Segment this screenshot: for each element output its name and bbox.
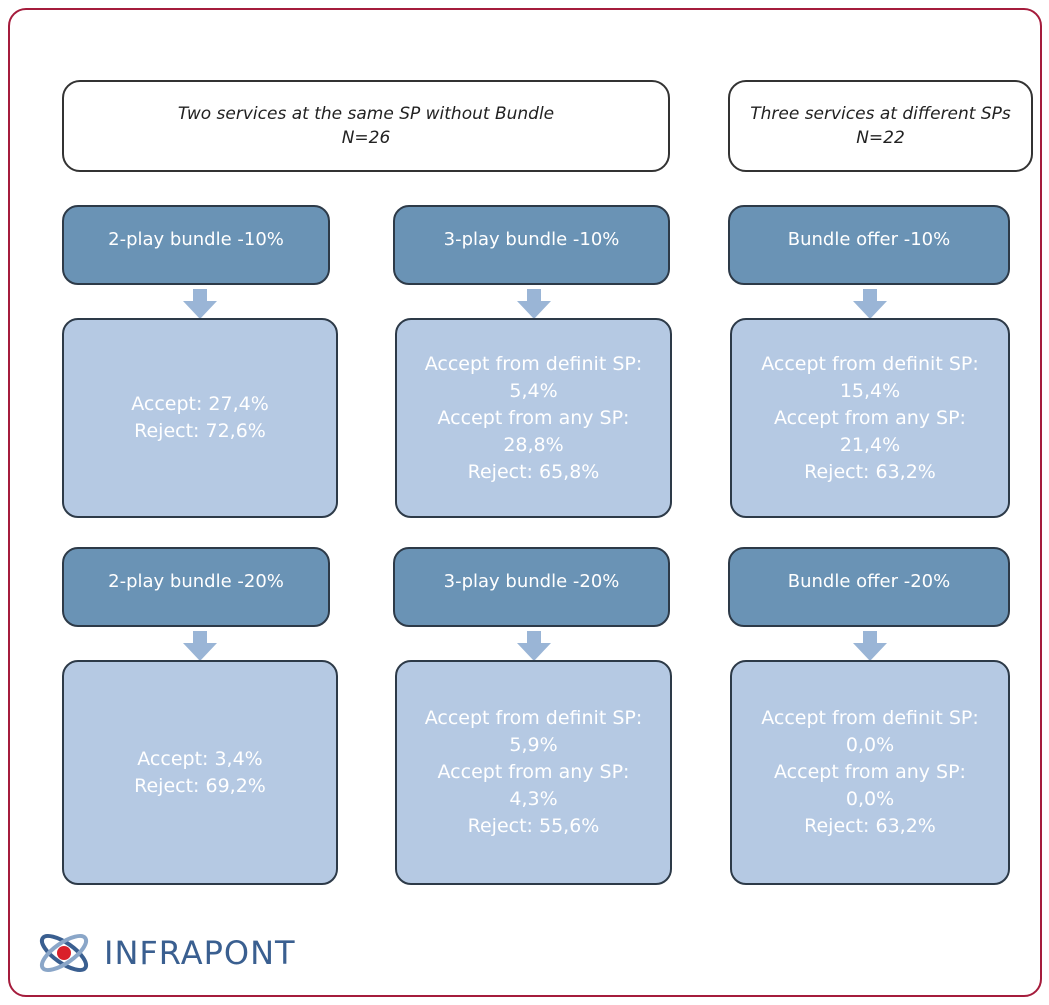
result-line: Accept from definit SP: [761,352,979,375]
offer-label: 2-play bundle -10% [108,228,284,250]
logo-icon [39,933,89,973]
arrow [516,289,551,319]
result-line: Accept from definit SP: [761,707,979,729]
header-title: Three services at different SPs [750,104,1011,124]
result-line: Reject: 69,2% [134,774,266,797]
result-line: Reject: 72,6% [134,420,266,442]
result-line: Reject: 65,8% [467,460,600,483]
frame [8,8,1042,997]
result-line: Accept: 27,4% [131,393,269,415]
result-box: Accept: 3,4% Reject: 69,2% [62,660,338,885]
result-line: Accept: 3,4% [137,747,263,770]
result-line: Accept from any SP: [437,406,630,429]
offer-label: Bundle offer -10% [787,228,951,250]
arrow [853,631,887,661]
result-line: Accept from any SP: [774,761,966,783]
result-box: Accept from definit SP: 5,4% Accept from a… [395,318,672,518]
result-line: 15,4% [839,379,901,402]
result-line: 0,0% [845,788,895,810]
arrow [183,631,217,661]
result-box: Accept from definit SP: 5,9% Accept from a… [395,660,672,885]
result-line: 5,9% [509,734,558,756]
result-line: 0,0% [845,734,895,756]
result-box: Accept from definit SP: 15,4% Accept from … [730,318,1010,518]
arrow [516,631,551,661]
header-title: Two services at the same SP without Bund… [177,104,555,124]
offer-box: 2-play bundle -20% [62,547,330,627]
result-line: 5,4% [509,379,558,402]
offer-label: Bundle offer -20% [787,570,951,592]
header-box: Three services at different SPs N=22 [728,80,1033,172]
result-line: Accept from definit SP: [424,352,643,375]
offer-box: 3-play bundle -10% [393,205,670,285]
result-line: Accept from any SP: [437,761,630,783]
result-box: Accept from definit SP: 0,0% Accept from a… [730,660,1010,885]
header-box: Two services at the same SP without Bund… [62,80,670,172]
offer-box: 2-play bundle -10% [62,205,330,285]
header-n: N=26 [341,128,391,148]
header-n: N=22 [856,128,905,148]
result-line: 4,3% [509,788,558,810]
offer-label: 3-play bundle -10% [443,228,620,250]
offer-box: Bundle offer -10% [728,205,1010,285]
result-line: 21,4% [839,433,901,456]
offer-label: 2-play bundle -20% [108,570,284,592]
result-line: Reject: 63,2% [804,460,936,483]
offer-box: Bundle offer -20% [728,547,1010,627]
arrow [183,289,217,319]
result-line: Accept from definit SP: [424,707,643,729]
arrow [853,289,887,319]
result-line: Reject: 63,2% [804,815,936,837]
result-line: Reject: 55,6% [467,815,600,837]
result-box: Accept: 27,4% Reject: 72,6% [62,318,338,518]
result-line: 28,8% [503,433,564,456]
offer-label: 3-play bundle -20% [443,570,620,592]
offer-box: 3-play bundle -20% [393,547,670,627]
logo-text: INFRAPONT [104,934,296,972]
result-line: Accept from any SP: [774,406,966,429]
logo: INFRAPONT [34,930,296,976]
